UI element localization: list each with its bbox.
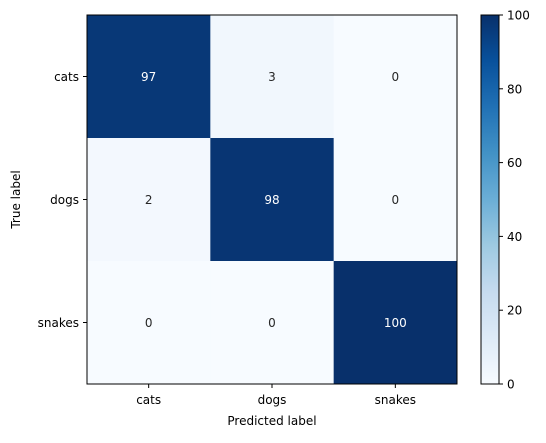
cell-snakes-dogs [210, 261, 335, 385]
colorbar-tick-label: 40 [507, 230, 522, 244]
cell-cats-snakes [333, 15, 458, 139]
y-tick-label: dogs [50, 193, 79, 207]
x-tick-label: snakes [375, 393, 416, 407]
colorbar [481, 15, 499, 384]
x-tick-label: cats [136, 393, 161, 407]
x-tick-label: dogs [258, 393, 287, 407]
cell-dogs-snakes [333, 138, 458, 262]
x-axis-label: Predicted label [227, 414, 316, 428]
cell-value-label: 97 [141, 70, 156, 84]
colorbar-tick-label: 60 [507, 156, 522, 170]
colorbar-tick-label: 80 [507, 82, 522, 96]
colorbar-tick-label: 100 [507, 9, 530, 23]
cell-value-label: 3 [268, 70, 276, 84]
cell-value-label: 0 [392, 70, 400, 84]
cell-snakes-snakes [333, 261, 458, 385]
colorbar-tick-label: 0 [507, 378, 515, 392]
cell-cats-dogs [210, 15, 335, 139]
colorbar-frame [480, 14, 500, 385]
cell-dogs-cats [87, 138, 211, 262]
y-tick-label: snakes [38, 316, 79, 330]
cell-value-label: 98 [264, 193, 279, 207]
colorbar-tick-label: 20 [507, 304, 522, 318]
cell-value-label: 0 [145, 316, 153, 330]
cell-snakes-cats [87, 261, 211, 385]
cell-value-label: 0 [268, 316, 276, 330]
cell-value-label: 0 [392, 193, 400, 207]
cell-value-label: 2 [145, 193, 153, 207]
y-axis-label: True label [9, 170, 23, 229]
cell-dogs-dogs [210, 138, 335, 262]
y-tick-label: cats [54, 70, 79, 84]
cell-cats-cats [87, 15, 211, 139]
cell-value-label: 100 [384, 316, 407, 330]
